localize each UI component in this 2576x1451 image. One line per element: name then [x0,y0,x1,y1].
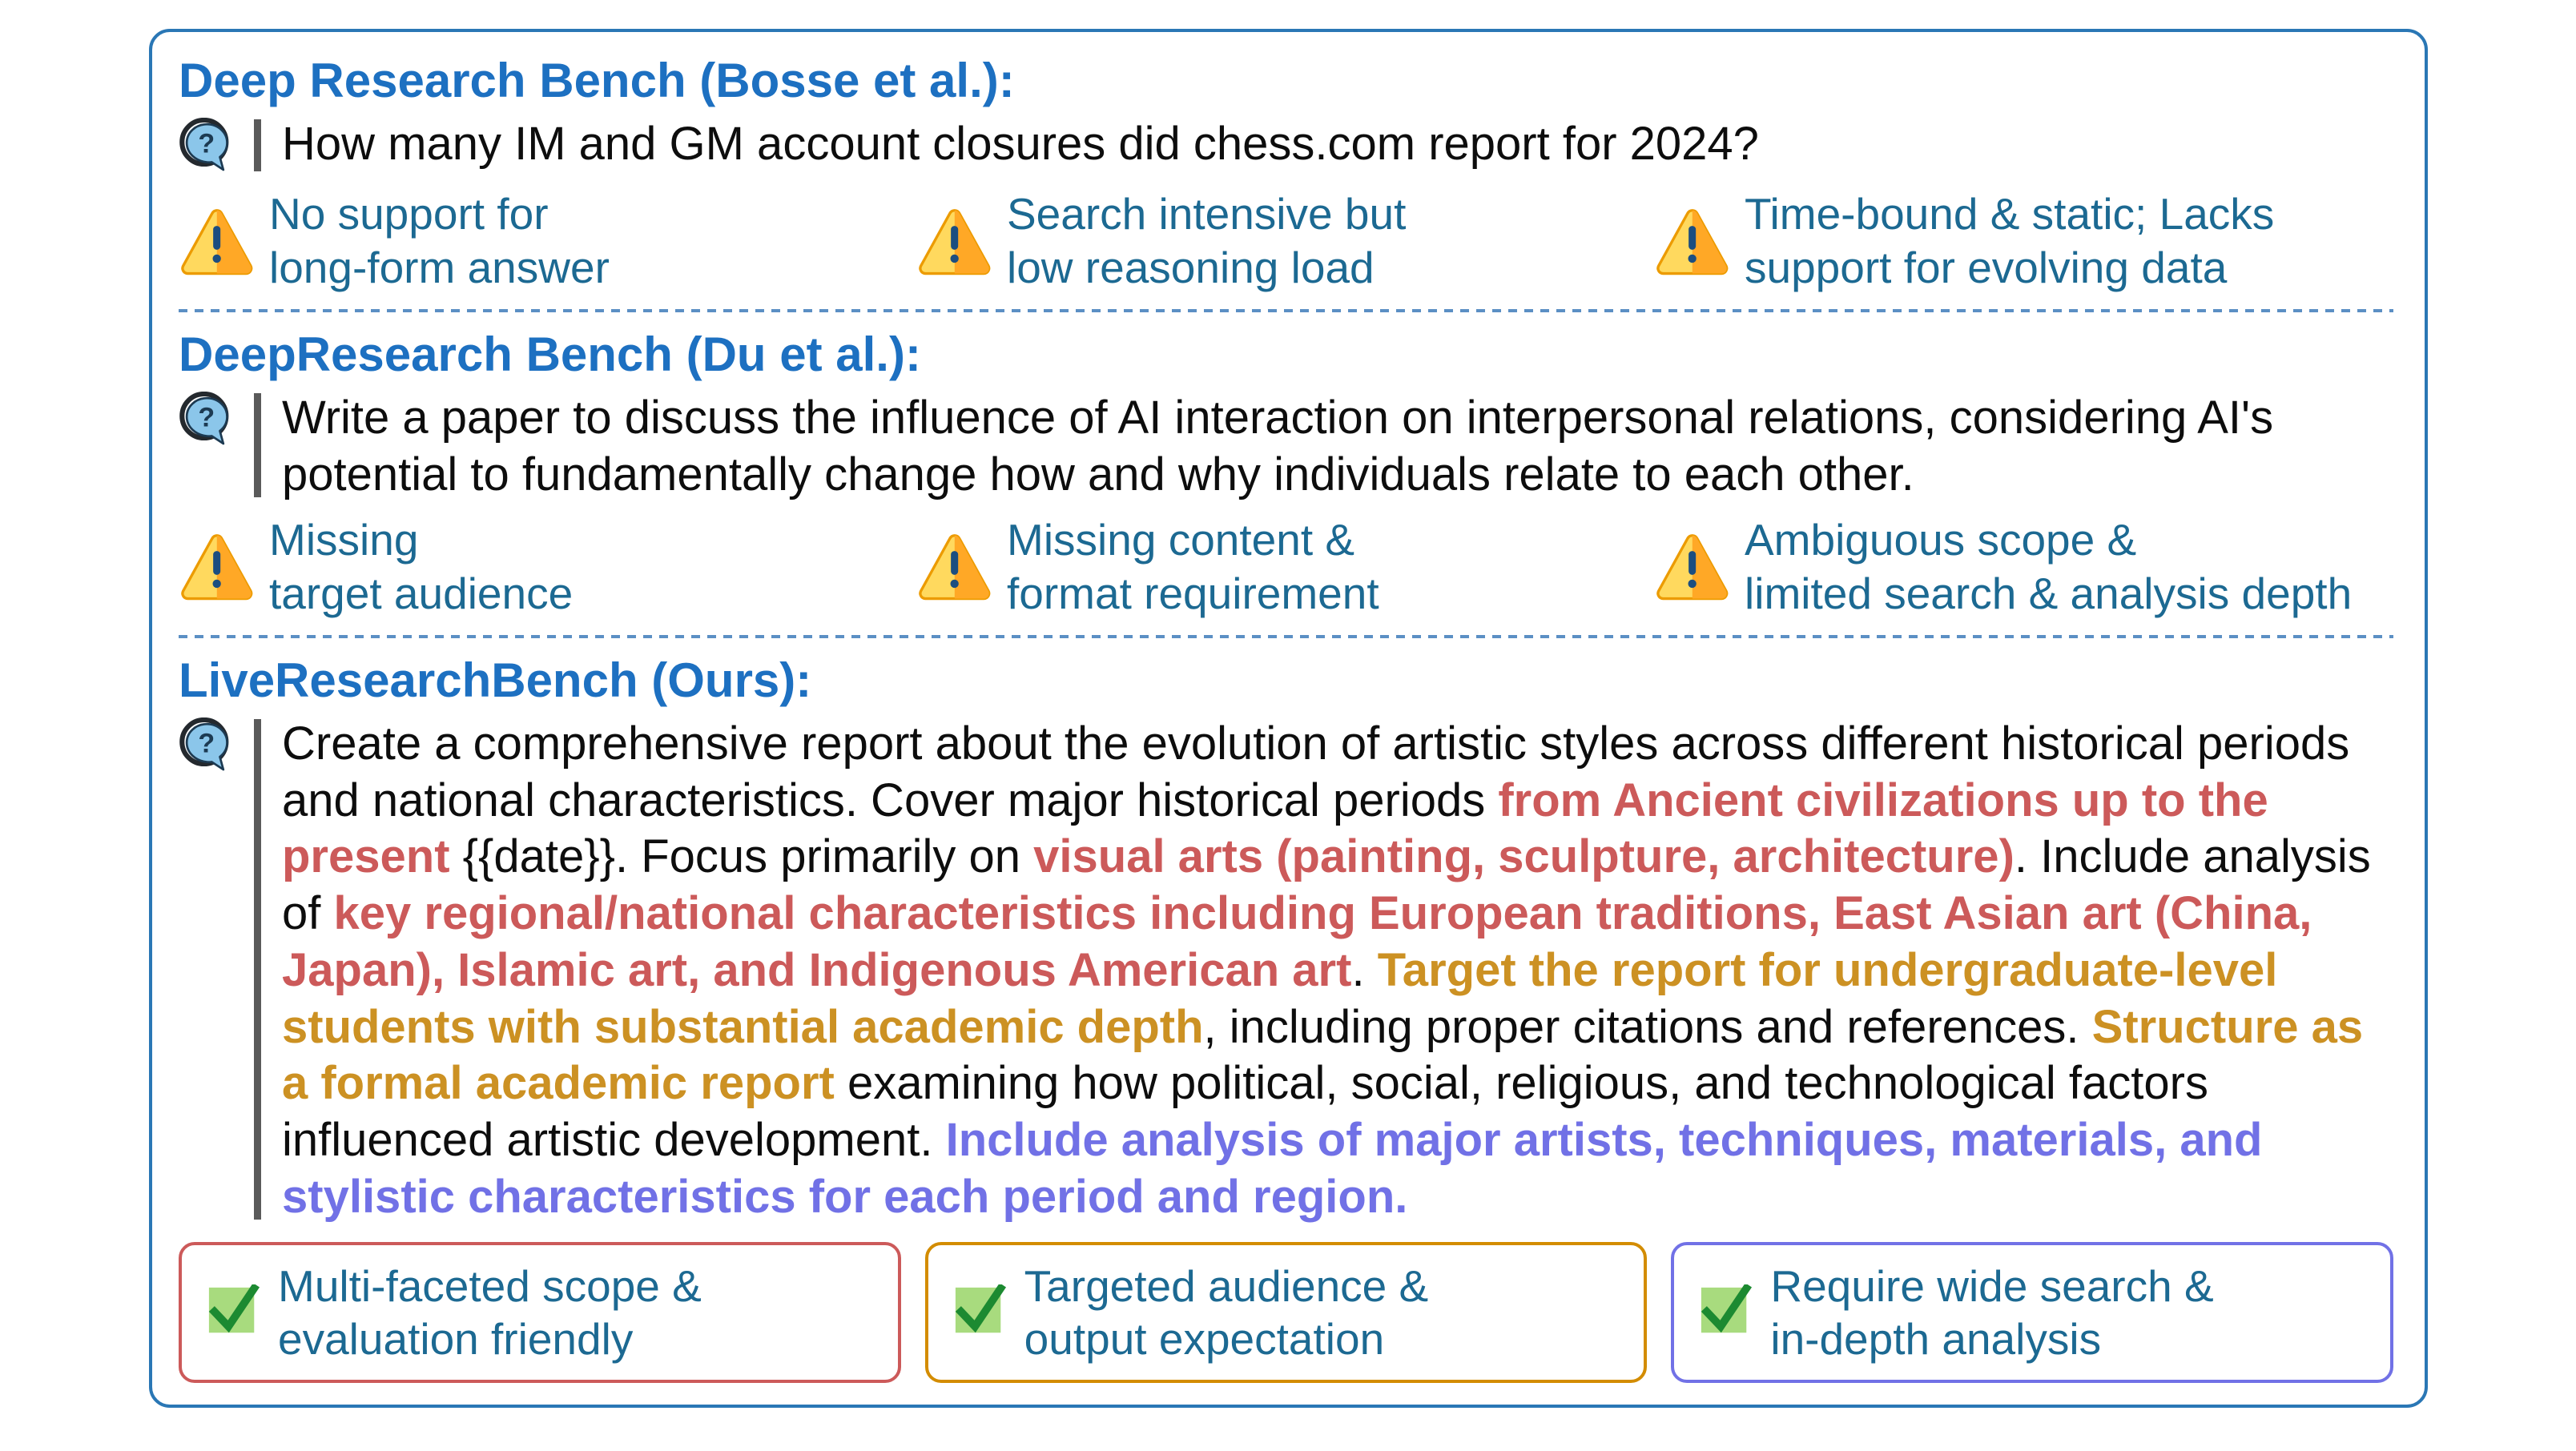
svg-text:?: ? [198,728,215,758]
svg-text:?: ? [198,403,215,433]
svg-text:?: ? [198,128,215,159]
